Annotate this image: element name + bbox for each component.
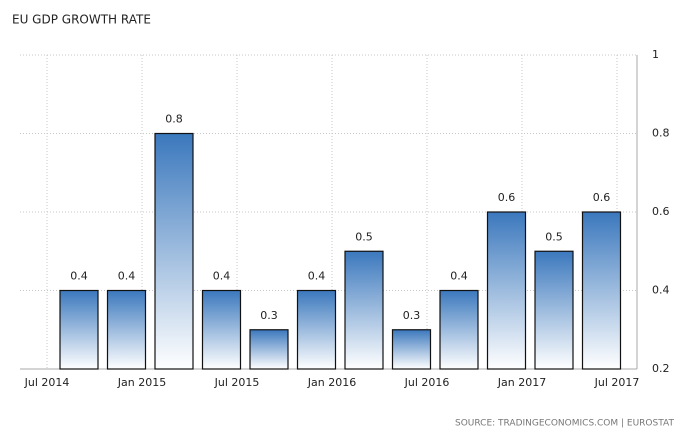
bar [106,289,147,370]
data-label: 0.3 [403,309,421,322]
bar [439,289,479,370]
data-label: 0.4 [118,270,136,283]
x-tick-label: Jan 2017 [497,376,546,389]
y-tick-label: 0.8 [652,127,670,140]
data-label: 0.8 [165,113,183,126]
y-tick-label: 0.6 [652,205,670,218]
bar [534,250,574,370]
bar [201,289,242,370]
data-label: 0.6 [498,191,516,204]
x-tick-label: Jul 2017 [594,376,640,389]
bar [59,289,99,370]
bar [391,329,432,370]
x-tick-label: Jul 2015 [214,376,260,389]
y-tick-label: 0.4 [652,284,670,297]
data-label: 0.4 [450,270,468,283]
bar [581,211,622,370]
y-tick-label: 1 [652,48,659,61]
x-tick-label: Jul 2014 [24,376,70,389]
bar [344,250,384,370]
data-label: 0.4 [213,270,231,283]
source-note: SOURCE: TRADINGECONOMICS.COM | EUROSTAT [455,419,675,429]
data-label: 0.5 [355,230,373,243]
data-label: 0.4 [70,270,88,283]
bar [486,211,527,370]
data-label: 0.3 [260,309,278,322]
x-tick-label: Jan 2016 [307,376,356,389]
data-label: 0.6 [593,191,611,204]
x-tick-label: Jan 2015 [117,376,166,389]
y-tick-label: 0.2 [652,362,670,375]
data-label: 0.4 [308,270,326,283]
bar [249,329,289,370]
bar [296,289,337,370]
x-tick-label: Jul 2016 [404,376,450,389]
data-label: 0.5 [545,230,563,243]
bar [154,132,194,370]
chart-title: EU GDP GROWTH RATE [12,13,151,27]
